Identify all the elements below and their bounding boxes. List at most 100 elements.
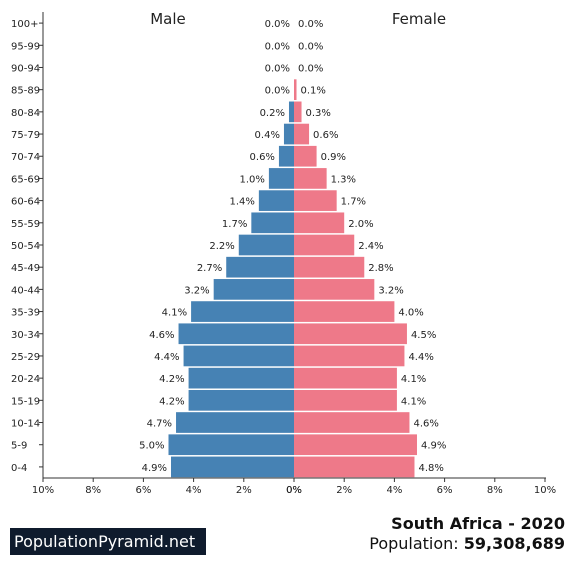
label-female-55-59: 2.0% [348, 219, 373, 230]
label-male-50-54: 2.2% [209, 241, 234, 252]
bar-male-75-79 [283, 123, 294, 145]
label-male-15-19: 4.2% [159, 396, 184, 407]
age-label-20-24: 20-24 [11, 374, 40, 385]
label-female-25-29: 4.4% [408, 352, 433, 363]
x-tick-label-left-6: 6% [135, 485, 151, 496]
x-tick-label-left-2: 2% [236, 485, 252, 496]
population-total: Population: 59,308,689 [369, 534, 565, 553]
bar-male-80-84 [288, 101, 294, 123]
age-label-40-44: 40-44 [11, 285, 40, 296]
age-label-70-74: 70-74 [11, 152, 40, 163]
label-male-80-84: 0.2% [260, 108, 285, 119]
bar-male-65-69 [268, 168, 294, 189]
label-male-5-9: 5.0% [139, 441, 164, 452]
population-value: 59,308,689 [463, 534, 565, 553]
label-female-65-69: 1.3% [331, 174, 356, 185]
bar-female-70-74 [294, 145, 317, 167]
age-label-75-79: 75-79 [11, 130, 40, 141]
label-male-85-89: 0.0% [265, 86, 290, 97]
label-male-95-99: 0.0% [265, 41, 290, 52]
label-female-0-4: 4.8% [418, 463, 443, 474]
bar-female-55-59 [294, 212, 345, 234]
age-label-45-49: 45-49 [11, 263, 40, 274]
label-female-20-24: 4.1% [401, 374, 426, 385]
age-label-25-29: 25-29 [11, 352, 40, 363]
age-label-30-34: 30-34 [11, 330, 40, 341]
age-label-65-69: 65-69 [11, 174, 40, 185]
age-label-80-84: 80-84 [11, 108, 40, 119]
age-label-90-94: 90-94 [11, 63, 40, 74]
bar-male-20-24 [188, 367, 294, 389]
label-male-40-44: 3.2% [184, 285, 209, 296]
label-female-80-84: 0.3% [306, 108, 331, 119]
bar-female-60-64 [294, 190, 337, 211]
x-tick-label-right-8: 8% [487, 485, 503, 496]
label-male-75-79: 0.4% [255, 130, 280, 141]
label-male-70-74: 0.6% [250, 152, 275, 163]
bar-male-70-74 [278, 145, 294, 167]
bar-male-40-44 [213, 279, 294, 300]
label-male-60-64: 1.4% [229, 197, 254, 208]
bar-female-25-29 [294, 345, 405, 367]
x-tick-label-right-2: 2% [336, 485, 352, 496]
label-female-70-74: 0.9% [321, 152, 346, 163]
age-label-50-54: 50-54 [11, 241, 40, 252]
label-female-85-89: 0.1% [301, 86, 326, 97]
bar-male-5-9 [168, 434, 294, 456]
bar-female-40-44 [294, 279, 375, 300]
bar-male-0-4 [171, 456, 294, 478]
label-female-10-14: 4.6% [413, 419, 438, 430]
age-label-60-64: 60-64 [11, 197, 40, 208]
label-male-35-39: 4.1% [162, 308, 187, 319]
x-tick-label-right-0: 0% [286, 485, 302, 496]
bar-male-25-29 [183, 345, 294, 367]
label-male-0-4: 4.9% [142, 463, 167, 474]
x-tick-label-right-10: 10% [534, 485, 556, 496]
label-female-95-99: 0.0% [298, 41, 323, 52]
age-label-5-9: 5-9 [11, 441, 27, 452]
x-tick-label-left-10: 10% [32, 485, 54, 496]
age-label-10-14: 10-14 [11, 419, 40, 430]
label-female-100+: 0.0% [298, 19, 323, 30]
age-label-35-39: 35-39 [11, 308, 40, 319]
bar-female-85-89 [294, 79, 297, 101]
bar-female-30-34 [294, 323, 407, 345]
bar-male-45-49 [226, 256, 294, 278]
label-male-65-69: 1.0% [239, 174, 264, 185]
age-label-0-4: 0-4 [11, 463, 27, 474]
population-label: Population: [369, 534, 464, 553]
age-label-85-89: 85-89 [11, 86, 40, 97]
bar-female-75-79 [294, 123, 310, 145]
x-tick-label-right-6: 6% [437, 485, 453, 496]
bar-female-10-14 [294, 412, 410, 433]
series-title-female: Female [392, 10, 446, 28]
brand-logo[interactable]: PopulationPyramid.net [10, 528, 206, 555]
age-label-15-19: 15-19 [11, 396, 40, 407]
bar-male-30-34 [178, 323, 294, 345]
label-female-45-49: 2.8% [368, 263, 393, 274]
label-female-50-54: 2.4% [358, 241, 383, 252]
series-title-male: Male [150, 10, 186, 28]
label-male-25-29: 4.4% [154, 352, 179, 363]
bar-male-15-19 [188, 389, 294, 411]
x-tick-label-right-4: 4% [386, 485, 402, 496]
label-male-30-34: 4.6% [149, 330, 174, 341]
label-female-60-64: 1.7% [341, 197, 366, 208]
bar-female-5-9 [294, 434, 417, 456]
x-tick-label-left-0: 0% [286, 485, 302, 496]
bar-female-50-54 [294, 234, 355, 256]
label-male-55-59: 1.7% [222, 219, 247, 230]
bar-female-45-49 [294, 256, 365, 278]
bar-male-10-14 [176, 412, 294, 433]
label-female-40-44: 3.2% [378, 285, 403, 296]
age-label-55-59: 55-59 [11, 219, 40, 230]
label-male-100+: 0.0% [265, 19, 290, 30]
bar-female-20-24 [294, 367, 397, 389]
bar-male-60-64 [258, 190, 294, 211]
bar-female-35-39 [294, 301, 395, 322]
label-male-90-94: 0.0% [265, 63, 290, 74]
bar-female-80-84 [294, 101, 302, 123]
label-female-30-34: 4.5% [411, 330, 436, 341]
bar-female-15-19 [294, 389, 397, 411]
country-year-title: South Africa - 2020 [391, 514, 565, 533]
